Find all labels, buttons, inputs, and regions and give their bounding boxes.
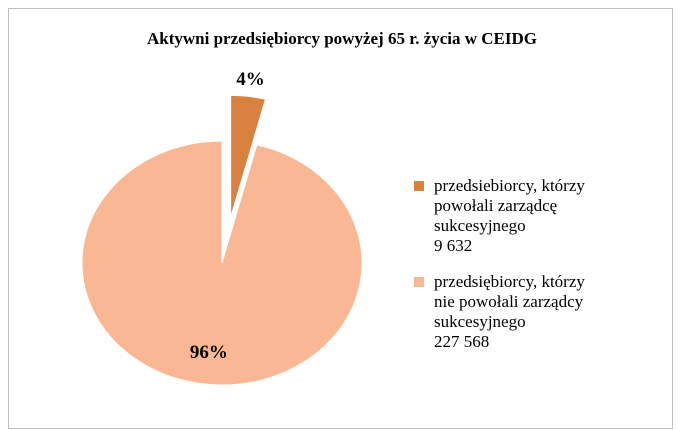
legend-swatch xyxy=(414,181,424,191)
legend-count: 9 632 xyxy=(434,236,473,255)
pie-slice xyxy=(81,140,363,386)
data-label: 4% xyxy=(236,69,265,90)
legend-label: przedsiebiorcy, którzy powołali zarządcę… xyxy=(434,176,585,235)
legend-entry: przedsiebiorcy, którzy powołali zarządcę… xyxy=(414,176,604,256)
chart-title: Aktywni przedsiębiorcy powyżej 65 r. życ… xyxy=(147,29,537,48)
chart-border xyxy=(8,8,673,429)
legend: przedsiebiorcy, którzy powołali zarządcę… xyxy=(414,176,604,368)
legend-entry: przedsiębiorcy, którzy nie powołali zarz… xyxy=(414,272,604,352)
data-label: 96% xyxy=(190,342,228,363)
pie-slice xyxy=(230,94,267,218)
legend-swatch xyxy=(414,277,424,287)
legend-count: 227 568 xyxy=(434,332,490,351)
legend-label: przedsiębiorcy, którzy nie powołali zarz… xyxy=(434,272,585,331)
